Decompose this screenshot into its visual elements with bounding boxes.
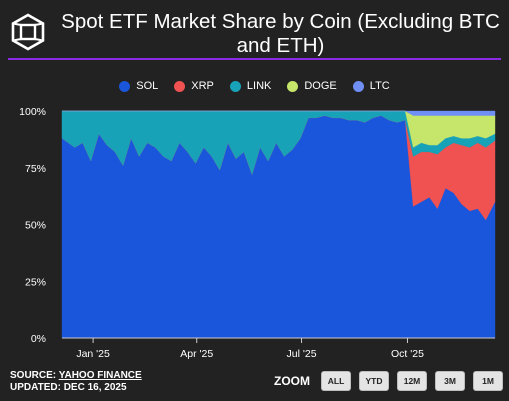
zoom-controls: ZOOM ALL YTD 12M 3M 1M	[274, 371, 503, 391]
legend-label-link: LINK	[246, 80, 272, 92]
y-tick-label: 100%	[19, 106, 46, 118]
y-tick-label: 75%	[25, 163, 46, 175]
source-prefix: SOURCE:	[10, 370, 59, 381]
legend-item-doge[interactable]: DOGE	[287, 80, 337, 92]
title-divider	[8, 58, 501, 60]
x-tick-label: Jan '25	[76, 348, 110, 360]
area-chart: 0% 25% 50% 75% 100% Jan '25 Apr '25 Jul '25 Oct …	[19, 106, 496, 360]
x-tick-label: Oct '25	[391, 348, 424, 360]
y-tick-label: 25%	[25, 276, 46, 288]
legend-item-ltc[interactable]: LTC	[352, 80, 390, 92]
zoom-button-12m[interactable]: 12M	[397, 371, 427, 391]
legend-swatch-link	[229, 80, 241, 92]
source-link[interactable]: YAHOO FINANCE	[58, 370, 142, 381]
x-tick-label: Jul '25	[287, 348, 317, 360]
updated-text: UPDATED: DEC 16, 2025	[10, 382, 127, 393]
zoom-button-1m[interactable]: 1M	[473, 371, 503, 391]
chart-title: Spot ETF Market Share by Coin (Excluding…	[61, 10, 500, 57]
zoom-label: ZOOM	[274, 374, 310, 388]
zoom-button-all[interactable]: ALL	[321, 371, 351, 391]
legend-item-xrp[interactable]: XRP	[174, 80, 214, 92]
area-series-ltc	[62, 110, 496, 116]
chart-legend: SOL XRP LINK DOGE LTC	[0, 80, 509, 92]
legend-swatch-ltc	[352, 80, 364, 92]
legend-label-doge: DOGE	[304, 80, 337, 92]
chart-footer: SOURCE: YAHOO FINANCE UPDATED: DEC 16, 2…	[10, 370, 142, 394]
logo-icon	[11, 13, 45, 51]
legend-label-ltc: LTC	[369, 80, 390, 92]
zoom-button-3m[interactable]: 3M	[435, 371, 465, 391]
legend-item-link[interactable]: LINK	[229, 80, 272, 92]
legend-item-sol[interactable]: SOL	[119, 80, 158, 92]
source-line: SOURCE: YAHOO FINANCE	[10, 370, 142, 382]
legend-label-sol: SOL	[136, 80, 159, 92]
zoom-button-ytd[interactable]: YTD	[359, 371, 389, 391]
y-tick-label: 50%	[25, 220, 46, 232]
y-tick-label: 0%	[31, 333, 46, 345]
legend-swatch-sol	[119, 80, 131, 92]
legend-swatch-doge	[287, 80, 299, 92]
legend-swatch-xrp	[174, 80, 186, 92]
legend-label-xrp: XRP	[191, 80, 214, 92]
x-tick-label: Apr '25	[180, 348, 213, 360]
